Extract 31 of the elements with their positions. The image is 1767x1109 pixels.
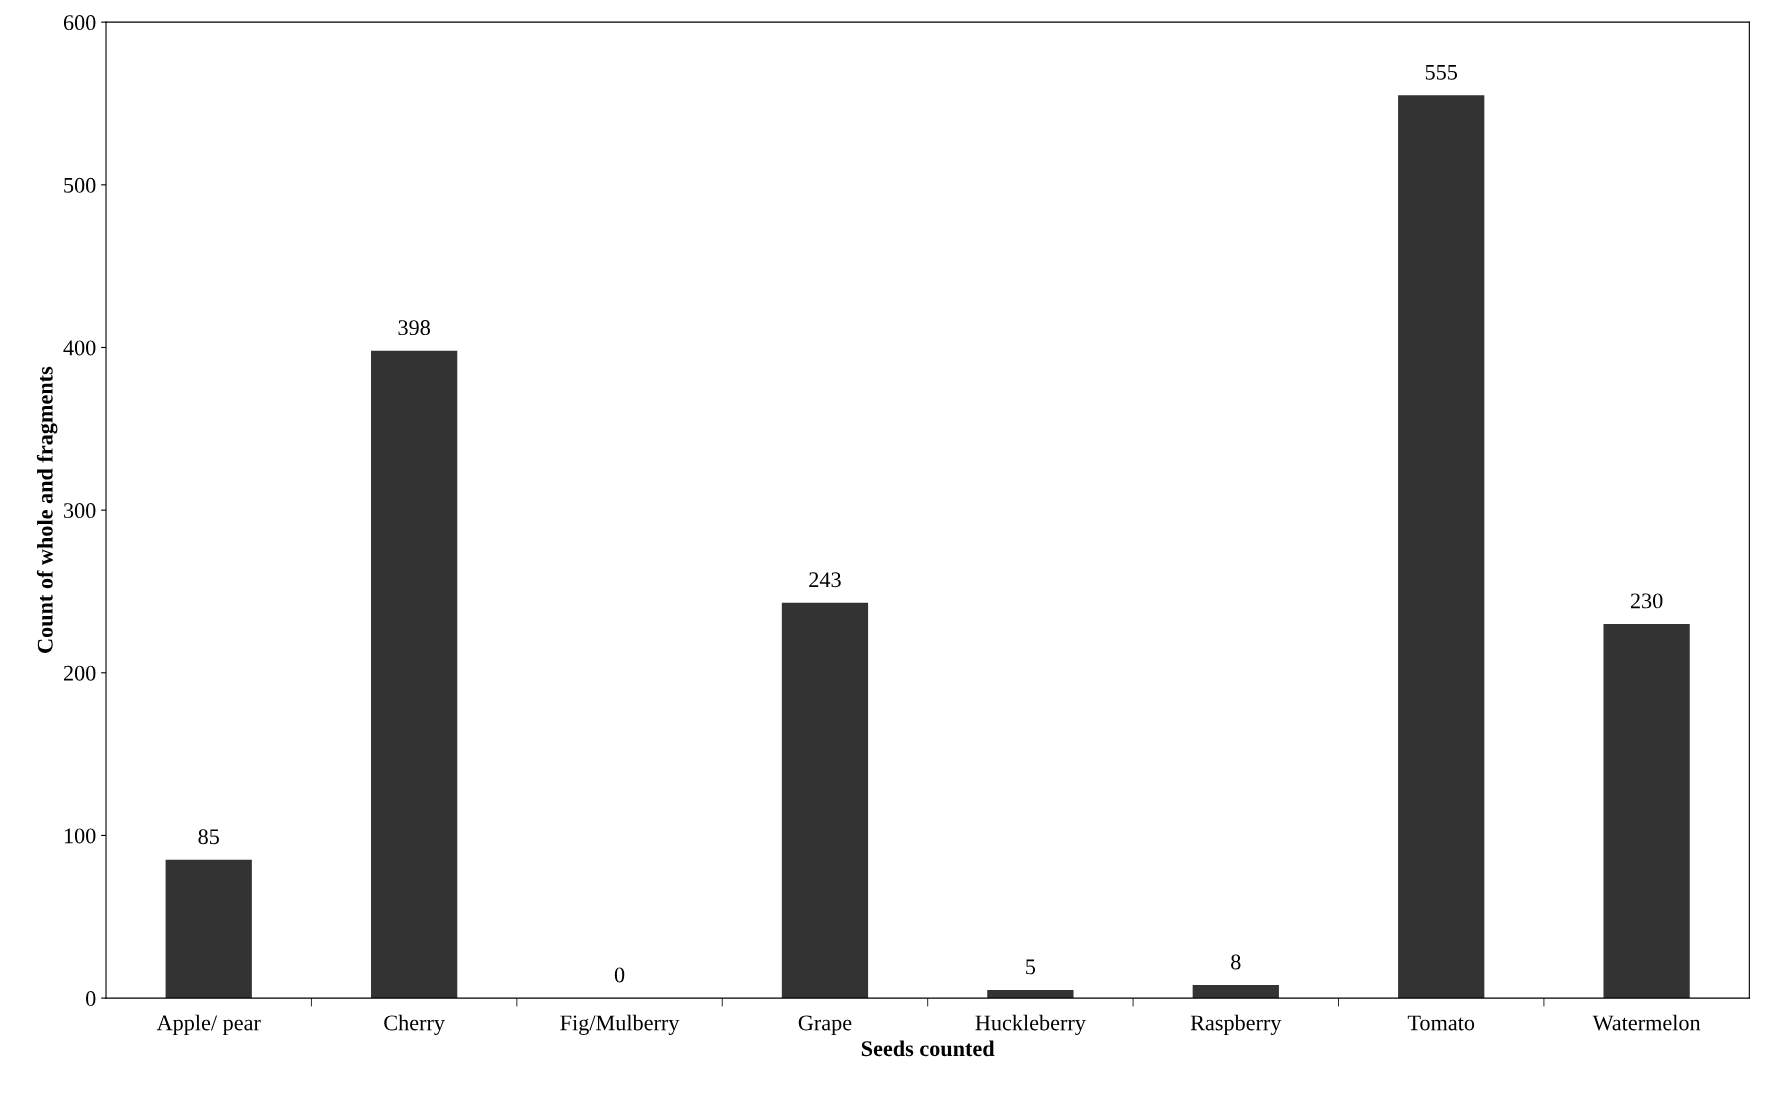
bar	[1192, 985, 1279, 999]
data-label: 0	[614, 967, 625, 983]
y-tick-label: 200	[63, 665, 96, 681]
y-tick-label: 100	[64, 828, 96, 844]
x-tick-label: Grape	[798, 1015, 852, 1035]
data-label: 5	[1026, 959, 1036, 975]
data-label: 555	[1425, 64, 1458, 80]
bar	[165, 859, 252, 999]
y-tick-label: 300	[64, 503, 96, 519]
x-tick-label: Apple/ pear	[156, 1014, 261, 1035]
bar	[781, 602, 869, 999]
x-tick-label: Huckleberry	[975, 1014, 1086, 1035]
data-label: 8	[1231, 954, 1241, 970]
bar	[1603, 624, 1690, 999]
y-tick-label: 0	[86, 991, 96, 1007]
data-label: 243	[809, 572, 841, 588]
data-label: 230	[1630, 593, 1663, 609]
bar	[371, 350, 458, 999]
x-tick-label: Tomato	[1407, 1015, 1475, 1031]
y-tick-label: 500	[64, 177, 96, 193]
y-axis-title: Count of whole and fragments	[36, 366, 58, 653]
x-tick-label: Raspberry	[1190, 1014, 1282, 1035]
data-label: 85	[198, 829, 219, 845]
x-tick-label: Cherry	[384, 1014, 445, 1035]
x-axis-title: Seeds counted	[861, 1040, 995, 1057]
x-tick-label: Fig/Mulberry	[560, 1014, 680, 1035]
x-tick-label: Watermelon	[1592, 1014, 1701, 1031]
y-tick-label: 600	[63, 15, 96, 31]
y-tick-label: 400	[63, 340, 96, 356]
bar	[1398, 95, 1485, 999]
data-label: 398	[398, 320, 430, 336]
